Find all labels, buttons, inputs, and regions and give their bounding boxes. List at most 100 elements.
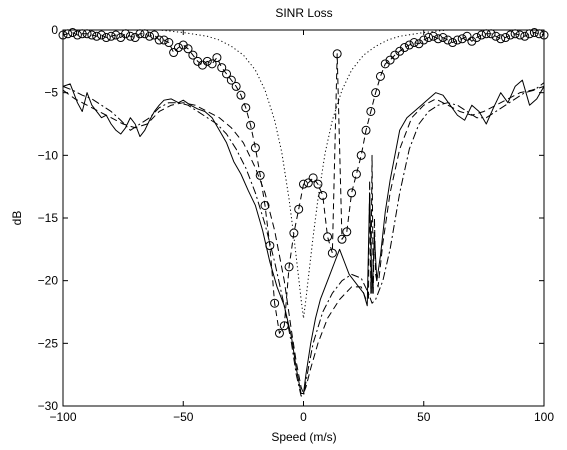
x-tick-label: −100 (49, 410, 76, 424)
series-line-dash-dot (62, 82, 545, 397)
series-marker (318, 190, 328, 200)
series-marker (332, 49, 342, 59)
series-marker (250, 143, 260, 153)
series-marker (159, 35, 169, 45)
series-marker (270, 298, 280, 308)
series-marker (366, 106, 376, 116)
series-marker (207, 59, 217, 69)
x-axis: −100 −50 0 50 100 (49, 30, 554, 424)
series-marker (409, 38, 419, 48)
series-marker (87, 30, 97, 40)
series-marker (188, 50, 198, 60)
series-marker (448, 38, 458, 48)
series-marker (106, 31, 116, 41)
series-marker (529, 28, 539, 38)
series-marker (375, 71, 385, 81)
series-marker (279, 321, 289, 331)
series-marker (202, 56, 212, 66)
x-tick-label: 100 (534, 410, 554, 424)
series-marker (265, 241, 275, 251)
y-axis-title: dB (10, 211, 24, 226)
series-marker (260, 200, 270, 210)
series-marker (400, 43, 410, 53)
series-line-dotted (63, 29, 544, 319)
series-marker (96, 30, 106, 40)
series-marker (173, 43, 183, 53)
series-marker (68, 28, 78, 38)
series-marker (534, 29, 544, 39)
y-tick-label: −15 (38, 211, 59, 225)
series-marker (313, 179, 323, 189)
series-marker (327, 248, 337, 258)
series-marker (496, 34, 506, 44)
series-marker (294, 204, 304, 214)
series-marker (371, 88, 381, 98)
series-marker (385, 55, 395, 65)
series-marker (92, 31, 102, 41)
series-marker (351, 169, 361, 179)
series-marker (149, 30, 159, 40)
series-marker (342, 227, 352, 237)
series-marker (145, 31, 155, 41)
series-marker (154, 35, 164, 45)
series-marker (457, 34, 467, 44)
series-marker (476, 30, 486, 40)
series-line-dashed (62, 85, 545, 394)
series-marker (299, 179, 308, 189)
x-tick-label: 0 (300, 410, 307, 424)
series-marker (246, 120, 256, 130)
series-marker (443, 35, 453, 45)
series-marker (212, 53, 222, 63)
chart-title: SINR Loss (275, 6, 332, 20)
series-marker (520, 31, 530, 41)
series-marker (356, 150, 366, 160)
series-marker (289, 228, 299, 238)
series-marker (323, 232, 333, 242)
series-marker (101, 33, 111, 43)
series-marker (226, 75, 236, 85)
series-marker (419, 35, 429, 45)
series-marker (433, 34, 443, 44)
series-marker (472, 33, 482, 43)
x-axis-title: Speed (m/s) (271, 430, 336, 444)
y-axis: 0 −5 −10 −15 −20 −25 −30 (38, 23, 544, 413)
x-tick-label: 50 (417, 410, 431, 424)
series-marker (525, 29, 535, 39)
series-marker (164, 38, 174, 48)
y-tick-label: −5 (44, 86, 58, 100)
series-marker (222, 69, 232, 79)
series-line-solid (62, 79, 545, 394)
series-marker (404, 40, 414, 50)
series-marker (462, 31, 472, 41)
series-marker (169, 48, 179, 58)
series-marker (231, 81, 241, 91)
series-marker (255, 170, 265, 180)
series-marker (347, 188, 357, 198)
y-tick-label: −30 (38, 399, 59, 413)
series-marker (438, 33, 448, 43)
series-marker (491, 31, 501, 41)
series-marker (424, 33, 434, 43)
series-marker (505, 30, 515, 40)
y-tick-label: −10 (38, 148, 59, 162)
series-marker (236, 90, 246, 100)
series-marker (183, 44, 193, 54)
series-marker (111, 30, 121, 40)
series-marker (452, 35, 462, 45)
y-tick-label: −20 (38, 274, 59, 288)
series-marker (125, 31, 135, 41)
series-marker (72, 30, 82, 40)
series-marker (308, 173, 318, 183)
series-layer (58, 28, 549, 397)
series-marker (501, 33, 511, 43)
series-marker (515, 30, 525, 40)
series-marker (428, 31, 438, 41)
series-marker (303, 178, 313, 188)
series-marker (361, 125, 371, 135)
y-tick-label: −25 (38, 336, 59, 350)
series-line-dashed-circles (62, 32, 545, 334)
series-marker (274, 328, 284, 338)
y-tick-label: 0 (51, 23, 58, 37)
series-marker (217, 63, 227, 73)
